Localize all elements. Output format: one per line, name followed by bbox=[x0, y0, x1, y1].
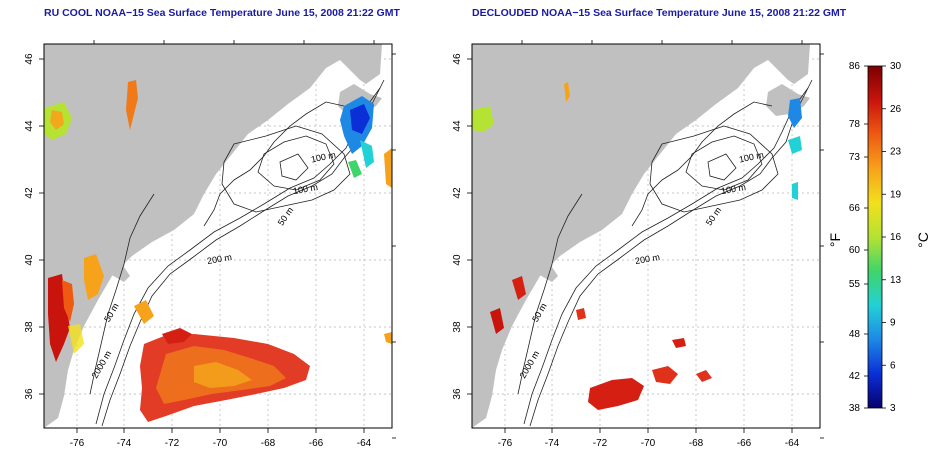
x-tick-label: -76 bbox=[498, 438, 513, 449]
fahrenheit-scale: 86 78 73 66 60 55 48 42 38 bbox=[849, 61, 868, 414]
fahrenheit-tick-label: 38 bbox=[849, 403, 861, 414]
celsius-tick-label: 3 bbox=[890, 403, 896, 414]
fahrenheit-tick-label: 73 bbox=[849, 152, 861, 163]
celsius-tick-label: 26 bbox=[890, 104, 902, 115]
fahrenheit-axis-label: °F bbox=[827, 233, 843, 247]
y-tick-label: 44 bbox=[24, 120, 35, 132]
plot-frame bbox=[43, 43, 393, 429]
fahrenheit-tick-label: 60 bbox=[849, 245, 861, 256]
sst-pixels bbox=[44, 80, 392, 422]
fahrenheit-tick-label: 55 bbox=[849, 279, 861, 290]
axis-ticks: -76 -74 -72 -70 -68 -66 -64 36 38 40 42 44 46 bbox=[452, 40, 824, 449]
bathymetry-contours bbox=[517, 79, 813, 427]
y-tick-label: 38 bbox=[452, 321, 463, 333]
x-tick-label: -64 bbox=[357, 438, 372, 449]
celsius-tick-label: 16 bbox=[890, 232, 902, 243]
x-tick-label: -76 bbox=[70, 438, 85, 449]
y-tick-label: 42 bbox=[452, 187, 463, 199]
colorbar-gradient bbox=[867, 65, 883, 409]
y-tick-label: 36 bbox=[452, 388, 463, 400]
right-map-title: DECLOUDED NOAA−15 Sea Surface Temperatur… bbox=[472, 7, 847, 19]
fahrenheit-tick-label: 78 bbox=[849, 119, 861, 130]
contour-label: 100 m bbox=[720, 182, 746, 196]
plot-frame bbox=[471, 43, 821, 429]
fahrenheit-tick-label: 86 bbox=[849, 61, 861, 72]
temperature-colorbar: 86 78 73 66 60 55 48 42 38 30 26 23 19 16 13 9 6 3 °F °C bbox=[827, 61, 931, 414]
y-tick-label: 40 bbox=[452, 254, 463, 266]
celsius-tick-label: 19 bbox=[890, 189, 902, 200]
fahrenheit-tick-label: 66 bbox=[849, 203, 861, 214]
y-tick-label: 46 bbox=[452, 53, 463, 65]
celsius-scale: 30 26 23 19 16 13 9 6 3 bbox=[882, 61, 902, 414]
contour-label: 100 m bbox=[292, 182, 318, 196]
contour-label: 200 m bbox=[206, 252, 232, 266]
x-tick-label: -74 bbox=[545, 438, 560, 449]
celsius-tick-label: 9 bbox=[890, 318, 896, 329]
x-tick-label: -68 bbox=[261, 438, 276, 449]
y-tick-label: 38 bbox=[24, 321, 35, 333]
contour-label: 200 m bbox=[634, 252, 660, 266]
sst-pixels bbox=[472, 82, 802, 410]
y-tick-label: 36 bbox=[24, 388, 35, 400]
x-tick-label: -70 bbox=[641, 438, 656, 449]
x-tick-label: -74 bbox=[117, 438, 132, 449]
x-tick-label: -72 bbox=[165, 438, 180, 449]
y-tick-label: 46 bbox=[24, 53, 35, 65]
x-tick-label: -72 bbox=[593, 438, 608, 449]
x-tick-label: -68 bbox=[689, 438, 704, 449]
x-tick-label: -64 bbox=[785, 438, 800, 449]
fahrenheit-tick-label: 42 bbox=[849, 371, 861, 382]
x-tick-label: -66 bbox=[737, 438, 752, 449]
celsius-tick-label: 6 bbox=[890, 360, 896, 371]
left-map-title: RU COOL NOAA−15 Sea Surface Temperature … bbox=[44, 7, 400, 19]
x-tick-label: -70 bbox=[213, 438, 228, 449]
y-tick-label: 42 bbox=[24, 187, 35, 199]
y-tick-label: 40 bbox=[24, 254, 35, 266]
celsius-tick-label: 30 bbox=[890, 61, 902, 72]
celsius-tick-label: 23 bbox=[890, 147, 902, 158]
axis-ticks: -76 -74 -72 -70 -68 -66 -64 36 38 40 42 44 46 bbox=[24, 40, 396, 449]
fahrenheit-tick-label: 48 bbox=[849, 329, 861, 340]
y-tick-label: 44 bbox=[452, 120, 463, 132]
celsius-axis-label: °C bbox=[915, 232, 931, 248]
celsius-tick-label: 13 bbox=[890, 275, 902, 286]
x-tick-label: -66 bbox=[309, 438, 324, 449]
